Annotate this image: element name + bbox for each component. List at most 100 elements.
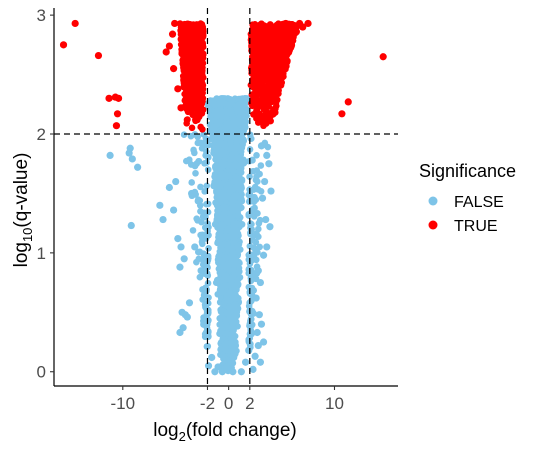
false-point [197, 183, 204, 191]
y-tick-label: 0 [37, 363, 46, 382]
true-point [338, 110, 346, 118]
true-point [188, 46, 196, 54]
true-point [171, 19, 179, 28]
true-point [198, 110, 206, 117]
true-point [179, 21, 186, 29]
false-point [249, 365, 257, 373]
false-point [204, 362, 213, 370]
false-point [234, 211, 242, 219]
false-point [232, 173, 239, 181]
true-point [266, 117, 274, 125]
true-point [187, 67, 195, 75]
true-point [190, 90, 197, 97]
false-point [240, 112, 248, 119]
false-point [185, 299, 194, 307]
false-point [214, 156, 222, 164]
false-point [199, 296, 206, 303]
true-point [179, 41, 187, 49]
false-point [134, 163, 142, 171]
true-point [194, 21, 202, 29]
threshold-lines [54, 8, 398, 386]
false-point [202, 235, 210, 242]
true-point [184, 92, 192, 99]
false-point [224, 181, 232, 188]
false-point [223, 218, 231, 226]
true-point [277, 56, 286, 64]
false-point [222, 107, 229, 115]
false-point [229, 254, 237, 261]
true-point [275, 20, 282, 28]
false-point [226, 100, 234, 108]
false-point [245, 283, 253, 291]
true-point [268, 33, 275, 40]
false-point [214, 363, 222, 371]
false-point [253, 152, 260, 159]
true-point [113, 110, 122, 118]
false-point [257, 187, 265, 195]
false-point [204, 166, 212, 173]
false-point [254, 267, 262, 275]
false-point [221, 142, 229, 150]
false-point [259, 251, 268, 259]
false-point [204, 342, 212, 350]
false-point [195, 255, 203, 263]
false-point [205, 100, 212, 107]
false-point [225, 309, 232, 316]
false-point [203, 159, 210, 166]
false-point [247, 220, 254, 228]
false-point [174, 235, 182, 243]
false-point [183, 313, 191, 321]
false-point [220, 212, 227, 220]
false-point [225, 161, 232, 168]
false-point [201, 254, 208, 262]
false-point [202, 318, 210, 326]
true-point [183, 105, 191, 112]
false-point [262, 215, 270, 224]
false-point [255, 311, 263, 319]
true-point [188, 99, 196, 106]
false-point [180, 131, 188, 138]
true-point [270, 55, 277, 63]
legend-title: Significance [419, 161, 516, 181]
false-point [227, 334, 235, 342]
true-point [249, 75, 257, 83]
false-point [216, 183, 224, 190]
true-point [255, 75, 263, 83]
false-point [188, 189, 196, 198]
false-point [127, 221, 135, 230]
x-tick-label: -10 [111, 394, 136, 413]
false-point [233, 162, 241, 170]
true-point [189, 27, 197, 35]
false-point [202, 328, 211, 337]
false-point [222, 126, 230, 133]
false-point [218, 368, 226, 376]
false-point [188, 179, 196, 186]
true-point [197, 96, 204, 104]
false-point [247, 134, 254, 142]
false-point [195, 157, 203, 165]
x-axis-title: log2(fold change) [153, 420, 297, 444]
false-point [228, 278, 235, 285]
false-point [257, 142, 266, 150]
true-point [188, 124, 196, 132]
true-point [180, 63, 187, 71]
legend: Significance FALSE TRUE [419, 161, 516, 235]
false-point [241, 358, 250, 366]
false-point [228, 204, 235, 212]
false-points-group [106, 95, 275, 376]
false-point [229, 154, 236, 162]
false-point [220, 300, 227, 308]
true-point [197, 123, 204, 131]
true-point [197, 49, 205, 56]
false-point [245, 210, 253, 218]
false-point [229, 144, 237, 152]
false-point [199, 240, 206, 248]
true-point [286, 36, 294, 44]
false-point [198, 218, 205, 226]
true-point [194, 79, 201, 86]
x-ticks: -10 -2 0 2 10 [111, 386, 344, 413]
true-point [255, 22, 262, 29]
false-point [211, 180, 219, 188]
true-point [165, 42, 173, 50]
